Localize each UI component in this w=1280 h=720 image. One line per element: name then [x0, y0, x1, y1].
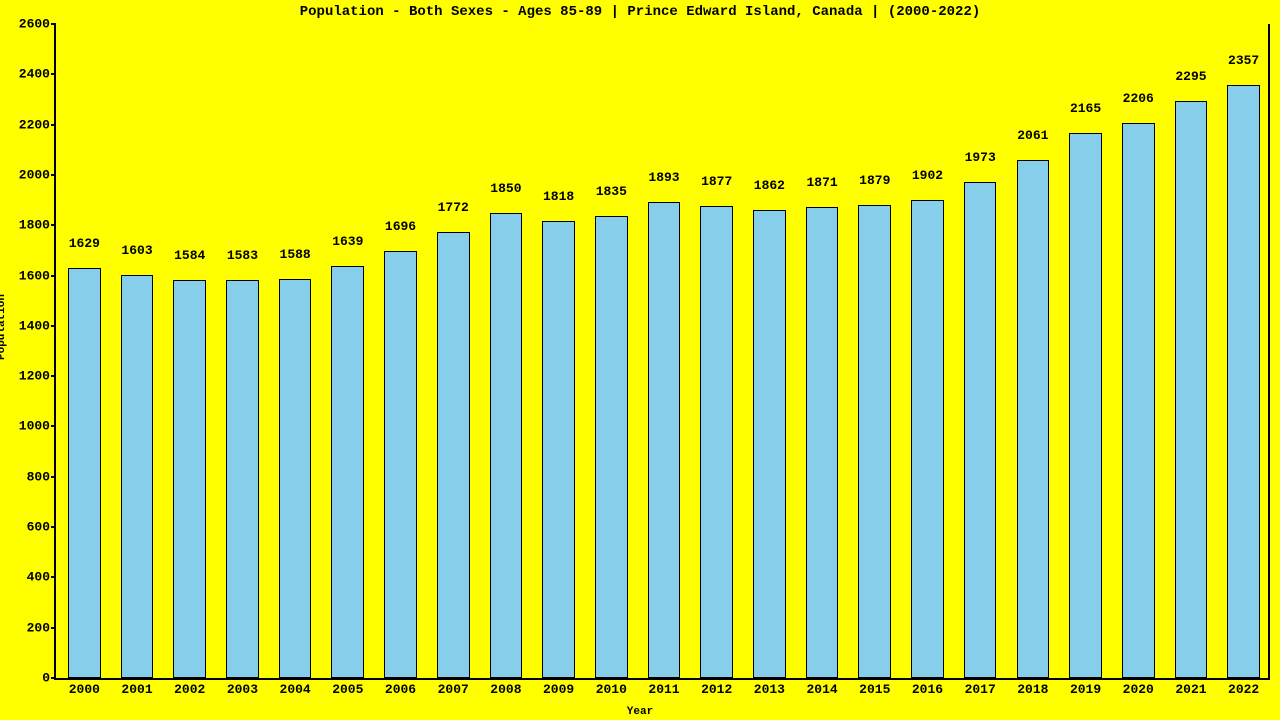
- x-tick-label: 2008: [490, 678, 521, 697]
- x-tick-label: 2010: [596, 678, 627, 697]
- bar-value-label: 1893: [648, 170, 679, 185]
- bar-value-label: 1973: [965, 150, 996, 165]
- x-tick-label: 2021: [1175, 678, 1206, 697]
- y-tick-mark: [51, 576, 56, 578]
- x-tick-label: 2022: [1228, 678, 1259, 697]
- bar: [595, 216, 628, 678]
- y-tick-mark: [51, 476, 56, 478]
- bar: [173, 280, 206, 678]
- bar-value-label: 1902: [912, 168, 943, 183]
- x-tick-label: 2007: [438, 678, 469, 697]
- bar: [648, 202, 681, 678]
- bar-value-label: 1871: [806, 175, 837, 190]
- plot-area: 0200400600800100012001400160018002000220…: [54, 24, 1270, 680]
- x-tick-label: 2017: [965, 678, 996, 697]
- bar-value-label: 1877: [701, 174, 732, 189]
- bar: [68, 268, 101, 678]
- y-tick-mark: [51, 526, 56, 528]
- chart-root: Population - Both Sexes - Ages 85-89 | P…: [0, 0, 1280, 720]
- bar: [911, 200, 944, 678]
- bar: [858, 205, 891, 678]
- y-tick-mark: [51, 23, 56, 25]
- bar-value-label: 2061: [1017, 128, 1048, 143]
- y-tick-mark: [51, 124, 56, 126]
- bar-value-label: 2357: [1228, 53, 1259, 68]
- bar-value-label: 1879: [859, 173, 890, 188]
- x-tick-label: 2001: [121, 678, 152, 697]
- y-tick-mark: [51, 275, 56, 277]
- bar-value-label: 1639: [332, 234, 363, 249]
- x-tick-label: 2005: [332, 678, 363, 697]
- y-tick-mark: [51, 73, 56, 75]
- bar: [121, 275, 154, 678]
- bar-value-label: 1583: [227, 248, 258, 263]
- y-tick-mark: [51, 224, 56, 226]
- bar: [1122, 123, 1155, 678]
- x-tick-label: 2009: [543, 678, 574, 697]
- bar-value-label: 1862: [754, 178, 785, 193]
- bar-value-label: 1835: [596, 184, 627, 199]
- bar-value-label: 1818: [543, 189, 574, 204]
- bar: [1175, 101, 1208, 678]
- bar: [1227, 85, 1260, 678]
- x-tick-label: 2019: [1070, 678, 1101, 697]
- bar: [226, 280, 259, 678]
- bar-value-label: 1629: [69, 236, 100, 251]
- bar-value-label: 1772: [438, 200, 469, 215]
- bar-value-label: 1850: [490, 181, 521, 196]
- x-tick-label: 2020: [1123, 678, 1154, 697]
- chart-title: Population - Both Sexes - Ages 85-89 | P…: [0, 4, 1280, 20]
- bar: [542, 221, 575, 678]
- bar-value-label: 2165: [1070, 101, 1101, 116]
- x-tick-label: 2012: [701, 678, 732, 697]
- x-tick-label: 2016: [912, 678, 943, 697]
- x-tick-label: 2011: [648, 678, 679, 697]
- y-tick-mark: [51, 627, 56, 629]
- bar-value-label: 2206: [1123, 91, 1154, 106]
- x-tick-label: 2018: [1017, 678, 1048, 697]
- bar: [437, 232, 470, 678]
- x-tick-label: 2013: [754, 678, 785, 697]
- bar: [384, 251, 417, 678]
- y-tick-mark: [51, 375, 56, 377]
- bar-value-label: 1588: [280, 247, 311, 262]
- bar: [331, 266, 364, 678]
- bar: [279, 279, 312, 678]
- x-tick-label: 2002: [174, 678, 205, 697]
- bar-value-label: 1696: [385, 219, 416, 234]
- bar: [1069, 133, 1102, 678]
- bar: [490, 213, 523, 678]
- bar-value-label: 1584: [174, 248, 205, 263]
- bar-value-label: 1603: [121, 243, 152, 258]
- x-tick-label: 2014: [806, 678, 837, 697]
- x-tick-label: 2006: [385, 678, 416, 697]
- y-tick-mark: [51, 174, 56, 176]
- bar: [700, 206, 733, 678]
- bar: [806, 207, 839, 678]
- bar: [964, 182, 997, 678]
- x-tick-label: 2015: [859, 678, 890, 697]
- y-tick-mark: [51, 325, 56, 327]
- x-axis-label: Year: [0, 706, 1280, 718]
- x-tick-label: 2003: [227, 678, 258, 697]
- y-tick-mark: [51, 425, 56, 427]
- y-axis-label: Population: [0, 294, 8, 360]
- bar: [753, 210, 786, 678]
- bar: [1017, 160, 1050, 678]
- x-tick-label: 2004: [280, 678, 311, 697]
- y-tick-mark: [51, 677, 56, 679]
- x-tick-label: 2000: [69, 678, 100, 697]
- bar-value-label: 2295: [1175, 69, 1206, 84]
